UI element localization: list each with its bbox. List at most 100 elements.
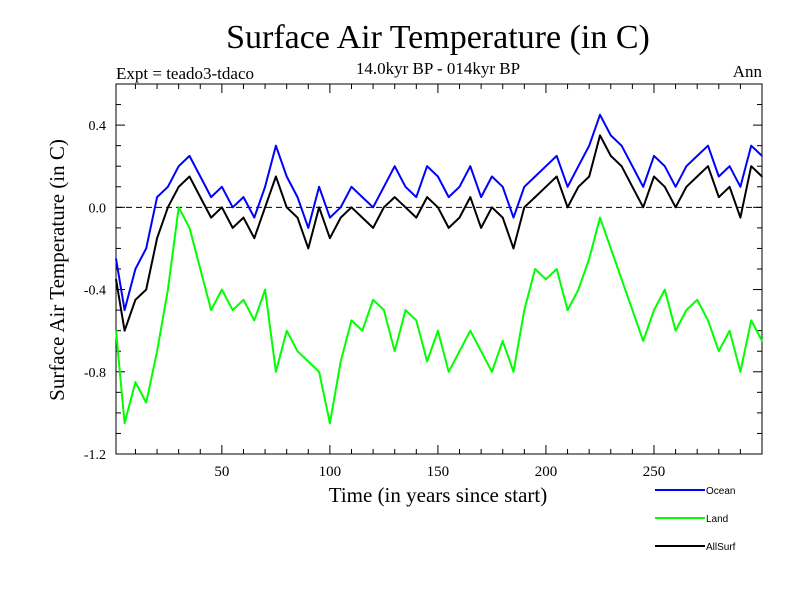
- ocean-point: [426, 165, 428, 168]
- ocean-point: [523, 185, 526, 188]
- land-point: [339, 360, 342, 363]
- allsurf-point: [728, 185, 731, 188]
- ocean-point: [663, 165, 666, 168]
- allsurf-point: [523, 206, 526, 209]
- allsurf-point: [674, 206, 677, 209]
- land-point: [469, 329, 472, 332]
- ocean-point: [707, 144, 709, 147]
- allsurf-point: [329, 237, 331, 239]
- ocean-point: [609, 134, 612, 137]
- allsurf-point: [393, 196, 396, 198]
- ocean-point: [264, 185, 266, 188]
- ocean-point: [599, 114, 601, 116]
- ocean-point: [242, 196, 245, 198]
- land-point: [156, 350, 158, 353]
- land-point: [177, 206, 180, 209]
- allsurf-point: [253, 237, 256, 239]
- plot-frame: [115, 83, 763, 455]
- allsurf-point: [318, 206, 320, 209]
- allsurf-point: [123, 329, 126, 332]
- allsurf-point: [188, 175, 191, 178]
- y-tick-label: -0.4: [84, 284, 106, 299]
- land-point: [739, 370, 742, 373]
- land-point: [123, 422, 126, 424]
- allsurf-point: [480, 227, 482, 229]
- land-point: [188, 227, 191, 229]
- allsurf-point: [599, 134, 601, 137]
- allsurf-point: [177, 185, 180, 188]
- allsurf-point: [361, 216, 364, 219]
- allsurf-point: [350, 206, 353, 209]
- y-tick-label: -0.8: [84, 366, 106, 381]
- ocean-point: [728, 165, 731, 168]
- land-point: [534, 268, 536, 270]
- allsurf-point: [264, 206, 266, 209]
- ocean-point: [307, 227, 310, 229]
- allsurf-point: [707, 165, 709, 168]
- ocean-point: [383, 185, 385, 188]
- ocean-line: [115, 113, 763, 312]
- allsurf-point: [372, 227, 374, 229]
- allsurf-point: [426, 196, 428, 198]
- land-point: [555, 268, 558, 270]
- allsurf-point: [761, 175, 763, 178]
- ocean-point: [534, 175, 536, 178]
- ocean-point: [167, 185, 169, 188]
- land-point: [437, 329, 439, 332]
- allsurf-point: [458, 216, 461, 219]
- land-point: [663, 288, 666, 291]
- land-point: [447, 370, 450, 373]
- allsurf-point: [739, 216, 742, 219]
- land-point: [512, 370, 515, 373]
- ocean-point: [339, 206, 342, 209]
- ocean-point: [404, 185, 407, 188]
- allsurf-point: [577, 185, 580, 188]
- land-point: [426, 360, 428, 363]
- land-point: [199, 268, 202, 270]
- ocean-point: [156, 196, 158, 198]
- allsurf-point: [685, 185, 688, 188]
- x-tick-label: 150: [427, 464, 450, 480]
- allsurf-point: [415, 216, 418, 219]
- ocean-point: [123, 309, 126, 311]
- ocean-point: [642, 185, 644, 188]
- land-point: [296, 350, 299, 353]
- land-point: [210, 309, 212, 311]
- allsurf-point: [588, 175, 590, 178]
- ocean-point: [458, 185, 461, 188]
- allsurf-point: [285, 206, 288, 209]
- land-point: [674, 329, 677, 332]
- land-point: [329, 422, 331, 424]
- ocean-point: [437, 175, 439, 178]
- land-point: [631, 309, 634, 311]
- x-tick-label: 200: [535, 464, 558, 480]
- allsurf-point: [717, 196, 720, 198]
- allsurf-line: [115, 134, 763, 332]
- series-land: [115, 206, 763, 425]
- allsurf-point: [199, 196, 202, 198]
- ocean-point: [631, 165, 634, 168]
- ocean-point: [115, 257, 117, 260]
- land-point: [264, 288, 266, 291]
- land-point: [750, 319, 752, 322]
- ocean-point: [285, 175, 288, 178]
- allsurf-point: [307, 247, 310, 250]
- series-ocean: [115, 113, 763, 312]
- land-point: [115, 329, 117, 332]
- land-point: [588, 257, 590, 260]
- allsurf-point: [339, 216, 342, 219]
- land-point: [221, 288, 223, 291]
- land-point: [685, 309, 688, 311]
- land-point: [393, 350, 396, 353]
- ocean-point: [221, 185, 223, 188]
- ocean-point: [318, 185, 320, 188]
- legend-label-allsurf: AllSurf: [706, 542, 736, 553]
- land-point: [275, 370, 277, 373]
- land-point: [458, 350, 461, 353]
- land-point: [145, 401, 148, 404]
- ocean-point: [393, 165, 396, 168]
- ocean-point: [588, 144, 590, 147]
- land-point: [696, 299, 698, 301]
- ocean-point: [577, 165, 580, 168]
